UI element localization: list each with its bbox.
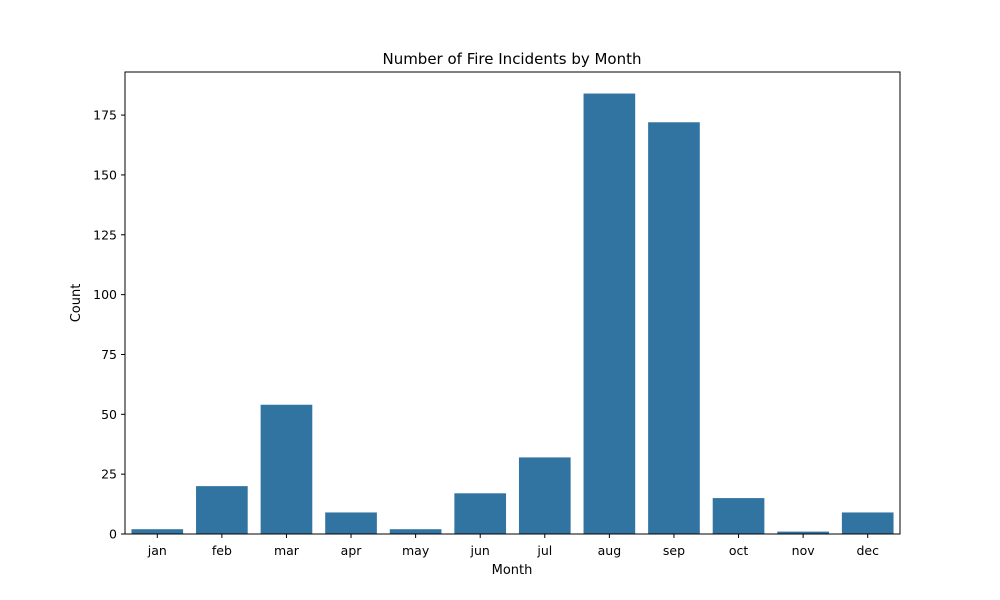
- bar-dec: [841, 512, 894, 534]
- bar-jun: [454, 493, 507, 534]
- bar-jan: [131, 529, 184, 534]
- bar-mar: [260, 404, 313, 534]
- chart-title: Number of Fire Incidents by Month: [382, 50, 641, 68]
- x-axis-label: Month: [492, 563, 533, 578]
- y-tick-label-125: 125: [93, 227, 117, 242]
- x-tick-label-feb: feb: [212, 543, 232, 558]
- bars-group: [131, 93, 894, 535]
- y-tick-label-50: 50: [101, 407, 117, 422]
- y-tick-label-100: 100: [93, 287, 117, 302]
- y-axis-ticks: 0 25 50 75 100 125 150 175: [93, 108, 125, 542]
- y-tick-label-175: 175: [93, 108, 117, 123]
- bar-feb: [196, 486, 248, 534]
- bar-oct: [712, 498, 765, 534]
- x-tick-label-apr: apr: [341, 543, 363, 558]
- x-tick-label-nov: nov: [792, 543, 816, 558]
- y-tick-label-150: 150: [93, 167, 117, 182]
- x-tick-label-oct: oct: [729, 543, 749, 558]
- y-tick-label-75: 75: [101, 347, 117, 362]
- bar-nov: [777, 531, 829, 534]
- y-tick-label-0: 0: [109, 527, 117, 542]
- bar-sep: [648, 122, 700, 534]
- x-tick-label-jul: jul: [536, 543, 552, 558]
- bar-apr: [325, 512, 377, 534]
- x-tick-label-aug: aug: [598, 543, 622, 558]
- bar-aug: [583, 93, 636, 535]
- plot-frame: [124, 71, 901, 535]
- x-tick-label-dec: dec: [856, 543, 879, 558]
- x-tick-label-jun: jun: [470, 543, 490, 558]
- bar-jul: [518, 457, 571, 534]
- bar-may: [389, 529, 442, 534]
- x-tick-label-jan: jan: [147, 543, 167, 558]
- x-tick-label-mar: mar: [274, 543, 300, 558]
- y-axis-label: Count: [69, 284, 84, 323]
- x-axis-ticks: jan feb mar apr may jun jul aug sep oct nov dec: [147, 534, 879, 558]
- x-tick-label-sep: sep: [663, 543, 685, 558]
- y-tick-label-25: 25: [101, 467, 117, 482]
- x-tick-label-may: may: [402, 543, 430, 558]
